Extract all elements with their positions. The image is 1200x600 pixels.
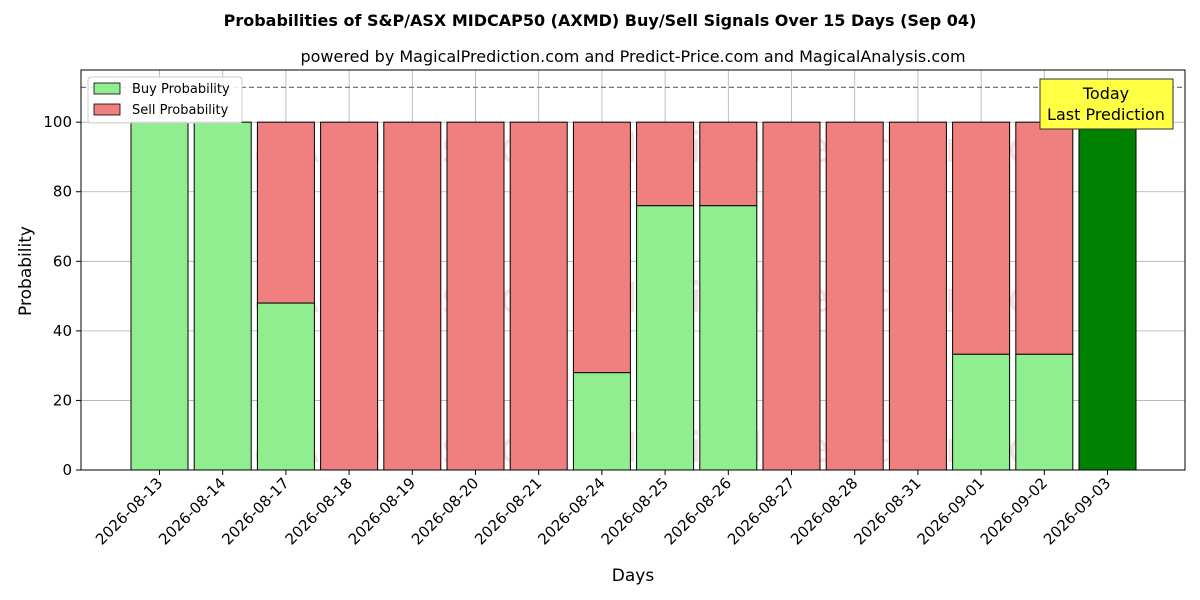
chart-title: Probabilities of S&P/ASX MIDCAP50 (AXMD)…	[224, 11, 977, 30]
chart-subtitle: powered by MagicalPrediction.com and Pre…	[300, 47, 965, 66]
bar-sell-2026-08-21	[509, 121, 568, 471]
x-tick-label: 2026-08-20	[408, 474, 482, 548]
bar-sell-2026-08-26	[699, 121, 758, 207]
x-tick-label: 2026-08-14	[155, 474, 229, 548]
legend-swatch-sell	[93, 103, 121, 116]
today-annotation: Today Last Prediction	[1039, 78, 1174, 130]
x-tick-label: 2026-09-01	[914, 474, 988, 548]
y-tick-label: 60	[53, 252, 72, 270]
bar-buy-2026-08-13	[130, 121, 189, 471]
y-axis-label: Probability	[16, 226, 36, 316]
x-tick-label: 2026-08-21	[471, 474, 545, 548]
bar-buy-2026-08-24	[572, 372, 631, 471]
bar-sell-2026-08-20	[446, 121, 505, 471]
today-annotation-line2: Last Prediction	[1047, 105, 1165, 124]
bar-buy-2026-08-17	[256, 302, 315, 471]
x-tick-label: 2026-08-31	[850, 474, 924, 548]
x-tick-label: 2026-08-24	[534, 474, 608, 548]
bar-buy-2026-08-26	[699, 205, 758, 471]
x-tick-label: 2026-08-27	[724, 474, 798, 548]
bar-sell-2026-08-25	[636, 121, 695, 207]
bar-buy-2026-09-02	[1015, 353, 1074, 471]
bar-buy-2026-09-01	[952, 353, 1011, 471]
bar-buy-2026-09-03	[1078, 121, 1137, 471]
x-tick-label: 2026-08-17	[218, 474, 292, 548]
bar-sell-2026-08-19	[383, 121, 442, 471]
bar-buy-2026-08-14	[193, 121, 252, 471]
plot-frame	[80, 69, 1186, 471]
y-tick-label: 20	[53, 391, 72, 409]
today-annotation-line1: Today	[1082, 84, 1129, 103]
y-tick-label: 100	[43, 113, 72, 131]
bar-sell-2026-08-27	[762, 121, 821, 471]
legend-swatch-buy	[93, 82, 121, 95]
legend-label-sell: Sell Probability	[132, 103, 229, 118]
y-tick-label: 80	[53, 183, 72, 201]
x-tick-label: 2026-08-13	[92, 474, 166, 548]
x-tick-label: 2026-08-25	[598, 474, 672, 548]
bar-buy-2026-08-25	[636, 205, 695, 471]
x-tick-label: 2026-08-26	[661, 474, 735, 548]
bar-sell-2026-08-31	[888, 121, 947, 471]
bar-sell-2026-09-02	[1015, 121, 1074, 355]
x-tick-label: 2026-08-28	[787, 474, 861, 548]
bars	[81, 86, 1185, 471]
x-axis-label: Days	[612, 566, 655, 586]
x-tick-label: 2026-08-19	[345, 474, 419, 548]
x-tick-label: 2026-08-18	[282, 474, 356, 548]
bar-sell-2026-08-28	[825, 121, 884, 471]
bar-sell-2026-08-24	[572, 121, 631, 374]
x-tick-label: 2026-09-03	[1040, 474, 1114, 548]
today-annotation-box	[1039, 78, 1174, 130]
bar-sell-2026-09-01	[952, 121, 1011, 355]
legend: Buy Probability Sell Probability	[87, 76, 243, 124]
x-tick-label: 2026-09-02	[977, 474, 1051, 548]
y-tick-label: 40	[53, 322, 72, 340]
legend-label-buy: Buy Probability	[132, 82, 230, 97]
legend-frame	[87, 76, 243, 124]
bar-sell-2026-08-18	[320, 121, 379, 471]
bar-sell-2026-08-17	[256, 121, 315, 304]
y-tick-label: 0	[62, 461, 72, 479]
